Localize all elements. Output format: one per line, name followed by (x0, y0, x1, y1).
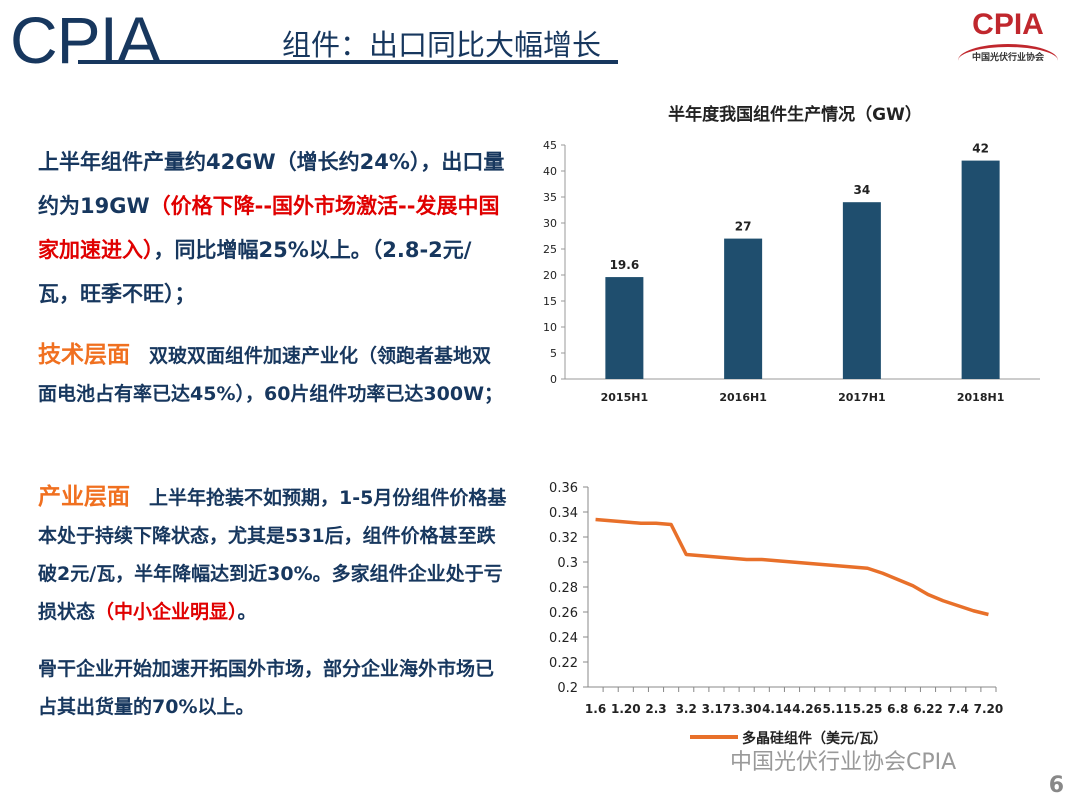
y-tick-label: 10 (543, 321, 557, 334)
bar (605, 277, 644, 379)
logo-arc-icon (958, 44, 1058, 77)
bar (724, 238, 763, 379)
x-tick-label: 6.8 (887, 702, 908, 716)
x-tick-label: 7.20 (974, 702, 1004, 716)
paragraph-technology: 技术层面 双玻双面组件加速产业化（领跑者基地双面电池占有率已达45%），60片组… (38, 336, 508, 413)
x-tick-label: 6.22 (913, 702, 943, 716)
y-tick-label: 0.32 (549, 531, 578, 546)
y-tick-label: 0.34 (549, 506, 578, 521)
y-tick-label: 25 (543, 243, 557, 256)
bar (961, 160, 1000, 379)
data-label: 27 (735, 220, 752, 234)
bar-chart: 半年度我国组件生产情况（GW） 0 5 10 15 20 25 30 35 40 45 19.6 201… (543, 104, 1040, 404)
y-tick-label: 0.3 (557, 556, 578, 571)
text: 上半年组件产量约42GW（增长约24%），出口量约为19GW (38, 150, 505, 218)
y-tick-label: 40 (543, 165, 557, 178)
title-underline (78, 60, 618, 64)
y-tick-label: 0.22 (549, 656, 578, 671)
y-tick-label: 5 (550, 347, 557, 360)
y-tick-label: 20 (543, 269, 557, 282)
line-chart: 0.2 0.22 0.24 0.26 0.28 0.3 0.32 0.34 0.36 1.6 1.2… (549, 481, 1004, 747)
series-line (595, 517, 989, 617)
legend-label: 多晶硅组件（美元/瓦） (742, 730, 887, 747)
paragraph-export: 骨干企业开始加速开拓国外市场，部分企业海外市场已占其出货量的70%以上。 (38, 658, 495, 718)
x-tick-label: 3.30 (732, 702, 762, 716)
data-label: 34 (854, 183, 871, 197)
slide-title: 组件：出口同比大幅增长 (282, 28, 602, 62)
y-tick-label: 0.24 (549, 631, 578, 646)
x-tick-label: 2015H1 (601, 391, 648, 404)
y-tick-label: 15 (543, 295, 557, 308)
y-tick-label: 0.26 (549, 606, 578, 621)
x-tick-label: 4.14 (762, 702, 792, 716)
highlight-text: （中小企业明显） (95, 601, 238, 623)
text: 。 (237, 601, 257, 623)
section-heading: 技术层面 (38, 342, 130, 368)
paragraph-industry: 产业层面 上半年抢装不如预期，1-5月份组件价格基本处于持续下降状态，尤其是53… (38, 478, 508, 631)
x-tick-label: 1.6 (585, 702, 606, 716)
y-tick-label: 0 (550, 373, 557, 386)
x-tick-label: 2018H1 (957, 391, 1004, 404)
data-label: 42 (972, 142, 989, 156)
x-tick-label: 2.3 (645, 702, 666, 716)
corner-logo-text: CPIA (972, 8, 1044, 41)
x-tick-label: 5.11 (823, 702, 853, 716)
watermark: 中国光伏行业协会CPIA (730, 750, 957, 775)
y-tick-label: 35 (543, 191, 557, 204)
page-number: 6 (1048, 773, 1064, 798)
x-tick-label: 2017H1 (838, 391, 885, 404)
chart-title: 半年度我国组件生产情况（GW） (668, 104, 922, 125)
y-tick-label: 45 (543, 139, 557, 152)
y-tick-label: 0.2 (557, 681, 578, 696)
x-tick-label: 3.17 (702, 702, 732, 716)
text: ，同比增幅25%以上。（2.8-2元/瓦，旺季不旺）； (38, 238, 472, 306)
x-tick-label: 2016H1 (719, 391, 766, 404)
cpia-corner-logo: CPIA 中国光伏行业协会 (948, 8, 1068, 78)
x-tick-label: 7.4 (948, 702, 969, 716)
paragraph-production: 上半年组件产量约42GW（增长约24%），出口量约为19GW（价格下降--国外市… (38, 140, 508, 316)
text: 双玻双面组件加速产业化（领跑者基地双面电池占有率已达45%），60片组件功率已达… (38, 345, 504, 405)
y-tick-label: 30 (543, 217, 557, 230)
highlight-text: （价格下降--国外市场激活--发展中国家加速进入） (38, 194, 500, 262)
section-heading: 产业层面 (38, 484, 130, 510)
data-label: 19.6 (610, 258, 640, 272)
x-tick-label: 1.20 (611, 702, 641, 716)
text: 上半年抢装不如预期，1-5月份组件价格基本处于持续下降状态，尤其是531后，组件… (38, 487, 507, 623)
x-tick-label: 3.2 (676, 702, 697, 716)
y-tick-label: 0.28 (549, 581, 578, 596)
cpia-logo: CPIA (10, 3, 161, 77)
y-tick-label: 0.36 (549, 481, 578, 496)
x-tick-label: 5.25 (853, 702, 883, 716)
x-tick-label: 4.26 (792, 702, 822, 716)
bar (842, 202, 881, 379)
